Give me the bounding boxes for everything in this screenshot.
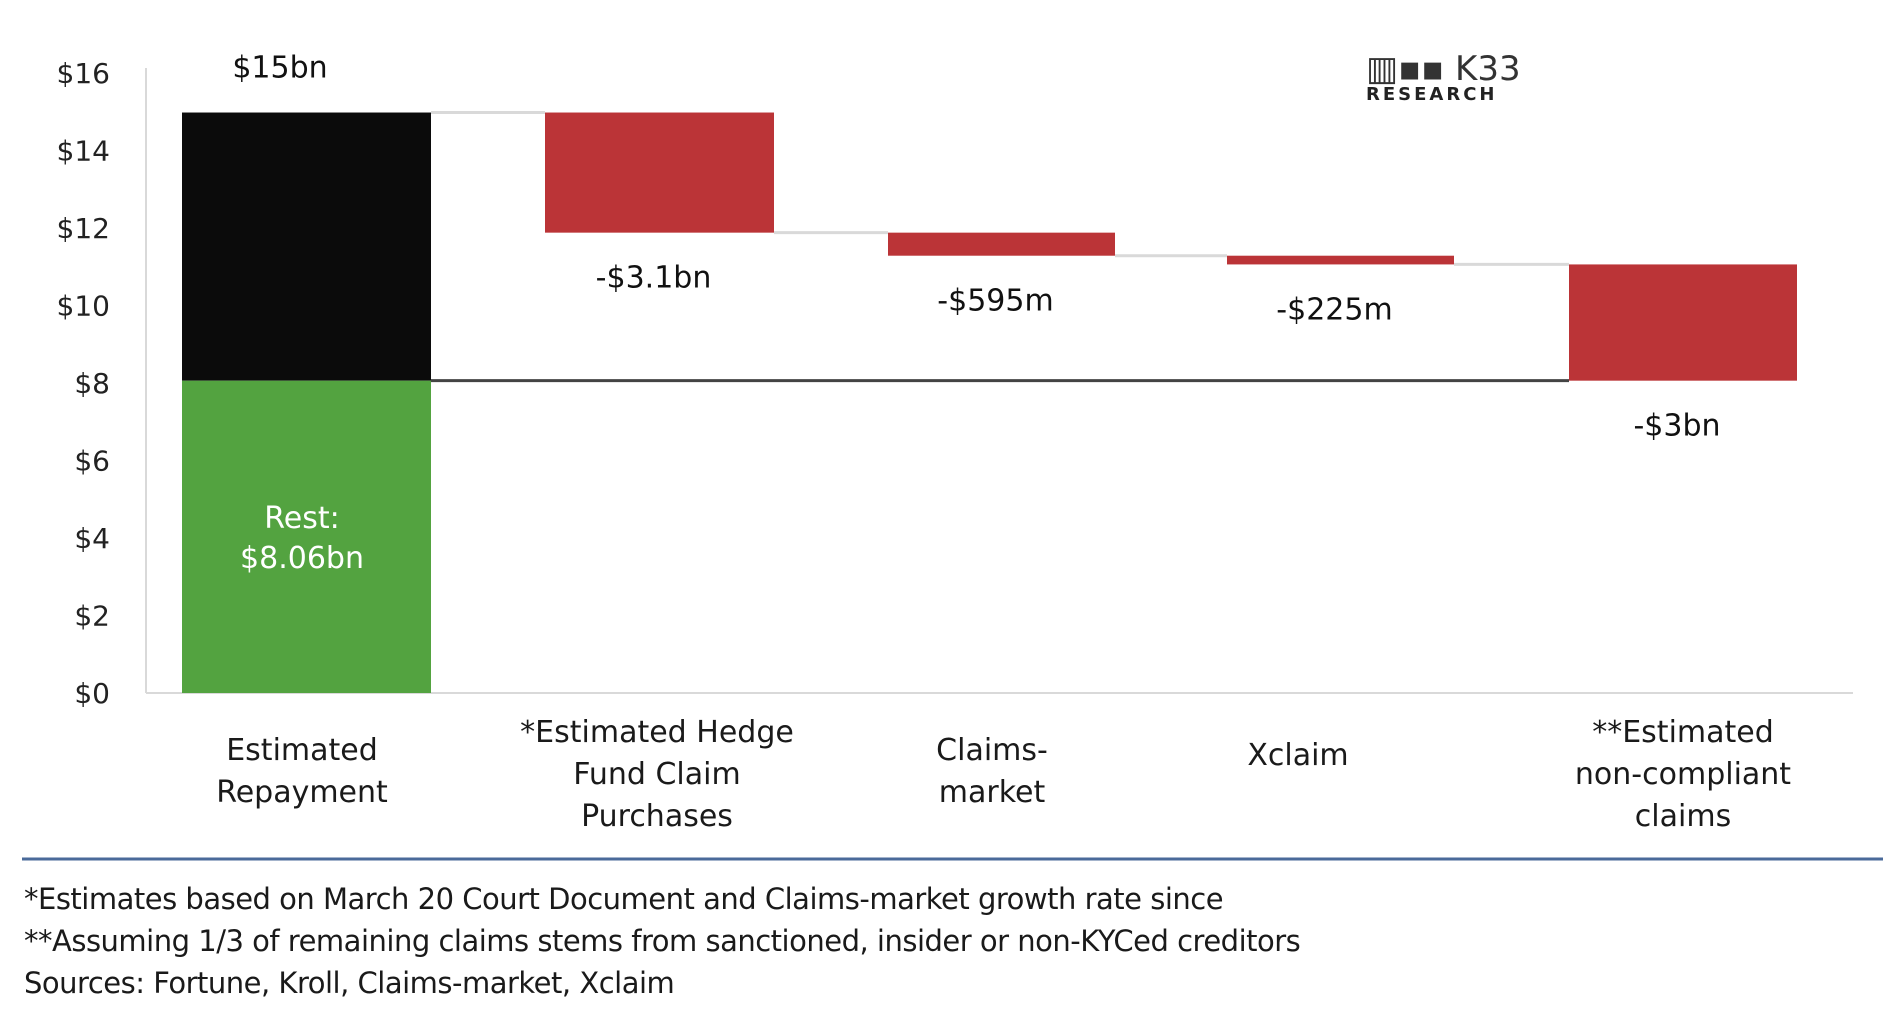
x-category-label: market	[939, 775, 1046, 810]
y-tick-label: $0	[74, 677, 110, 710]
y-tick-label: $14	[57, 135, 110, 168]
decrease-bar	[1227, 255, 1454, 265]
x-category-label: *Estimated Hedge	[520, 715, 794, 750]
logo-grid-icon: ▥▪▪	[1366, 49, 1456, 89]
delta-data-label: -$3bn	[1633, 409, 1720, 444]
total-bar	[182, 112, 431, 381]
y-tick-label: $12	[57, 212, 110, 245]
x-category-label: non-compliant	[1575, 757, 1791, 792]
y-tick-label: $4	[74, 522, 110, 555]
y-tick-label: $2	[74, 600, 110, 633]
logo-brand: K33	[1455, 49, 1521, 89]
k33-research-logo: ▥▪▪ K33 RESEARCH	[1366, 52, 1521, 104]
footnote-2: **Assuming 1/3 of remaining claims stems…	[24, 924, 1301, 958]
x-category-label: claims	[1635, 799, 1731, 834]
decrease-bar	[1569, 264, 1797, 381]
x-category-label: Repayment	[216, 775, 388, 810]
y-tick-label: $6	[74, 445, 110, 478]
x-category-label: **Estimated	[1592, 715, 1774, 750]
delta-data-label: -$595m	[937, 284, 1053, 319]
x-category-label: Claims-	[936, 733, 1048, 768]
delta-data-label: -$225m	[1276, 292, 1392, 327]
total-data-label: $15bn	[232, 51, 327, 86]
y-tick-label: $10	[57, 290, 110, 323]
y-tick-label: $8	[74, 367, 110, 400]
rest-data-label: $8.06bn	[240, 541, 364, 576]
footnote-1: *Estimates based on March 20 Court Docum…	[24, 882, 1224, 916]
y-tick-label: $16	[57, 57, 110, 90]
footnote-sources: Sources: Fortune, Kroll, Claims-market, …	[24, 966, 675, 1000]
x-category-label: Fund Claim	[573, 757, 740, 792]
decrease-bar	[888, 232, 1115, 256]
logo-sub: RESEARCH	[1366, 84, 1498, 105]
x-category-label: Estimated	[226, 733, 378, 768]
x-category-label: Purchases	[581, 799, 733, 834]
x-category-label: Xclaim	[1247, 738, 1348, 773]
decrease-bar	[545, 112, 774, 233]
delta-data-label: -$3.1bn	[596, 261, 712, 296]
rest-bar	[182, 380, 431, 693]
rest-data-label: Rest:	[264, 501, 339, 536]
